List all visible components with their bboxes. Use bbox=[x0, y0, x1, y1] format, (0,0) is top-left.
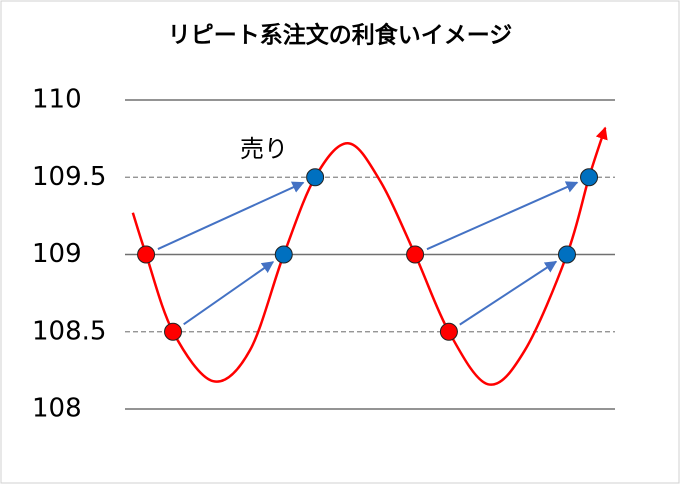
order-arrow bbox=[459, 260, 558, 326]
order-point bbox=[557, 245, 576, 264]
order-point bbox=[274, 245, 293, 264]
order-arrow bbox=[426, 181, 579, 251]
chart-title: リピート系注文の利食いイメージ bbox=[168, 22, 513, 49]
price-curve bbox=[131, 126, 608, 386]
y-tick-label: 110 bbox=[32, 85, 82, 115]
y-tick-label: 109 bbox=[32, 239, 82, 269]
order-point bbox=[439, 322, 458, 341]
order-arrow bbox=[157, 181, 305, 251]
y-tick-label: 109.5 bbox=[32, 162, 106, 192]
order-point bbox=[580, 168, 599, 187]
y-tick-label: 108 bbox=[32, 394, 82, 424]
annotation: 売り bbox=[240, 135, 288, 163]
order-point bbox=[137, 245, 156, 264]
order-point bbox=[306, 168, 325, 187]
y-tick-label: 108.5 bbox=[32, 316, 106, 346]
order-arrow bbox=[183, 261, 275, 326]
order-point bbox=[164, 322, 183, 341]
order-point bbox=[406, 245, 425, 264]
